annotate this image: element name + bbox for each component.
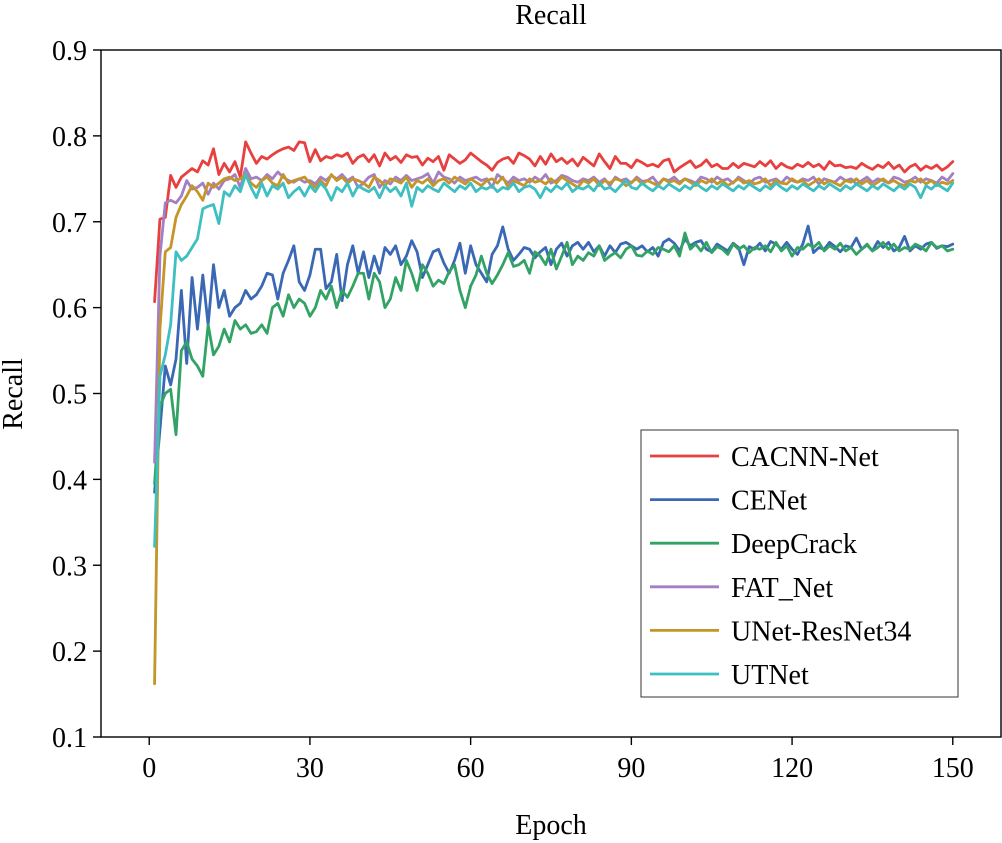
series-line-unet-resnet34 [153,173,955,686]
chart-title: Recall [515,0,587,31]
x-tick-label: 120 [771,753,813,784]
series-layer [153,140,955,686]
legend-label-unet-resnet34: UNet-ResNet34 [731,616,911,647]
x-tick-label: 90 [617,753,645,784]
y-tick-label: 0.3 [52,551,87,582]
x-axis-label: Epoch [515,810,587,841]
y-tick-label: 0.9 [52,36,87,67]
series-line-fat-net [153,167,955,464]
series-line-utnet [153,173,955,548]
y-tick-label: 0.6 [52,294,87,325]
y-tick-label: 0.1 [52,723,87,754]
x-axis-ticks: 0 30 60 90 120 150 [142,737,974,784]
y-axis-ticks: 0.1 0.2 0.3 0.4 0.5 0.6 0.7 0.8 0.9 [52,36,101,754]
legend-frame [640,429,959,698]
legend: CACNN-Net CENet DeepCrack FAT_Net UNet-ResNe… [640,429,959,698]
legend-label-utnet: UTNet [731,660,809,691]
x-tick-label: 30 [296,753,324,784]
x-tick-label: 0 [142,753,156,784]
series-line-cacnn-net [153,140,955,304]
y-tick-label: 0.4 [52,465,87,496]
legend-label-cacnn-net: CACNN-Net [731,442,879,473]
legend-label-fat-net: FAT_Net [731,573,833,604]
x-tick-label: 150 [932,753,974,784]
y-tick-label: 0.7 [52,208,87,239]
series-line-deepcrack [153,231,955,486]
y-axis-label: Recall [0,358,29,430]
y-tick-label: 0.5 [52,380,87,411]
legend-label-cenet: CENet [731,486,807,517]
legend-label-deepcrack: DeepCrack [731,529,857,560]
y-tick-label: 0.2 [52,637,87,668]
y-tick-label: 0.8 [52,122,87,153]
x-tick-label: 60 [457,753,485,784]
